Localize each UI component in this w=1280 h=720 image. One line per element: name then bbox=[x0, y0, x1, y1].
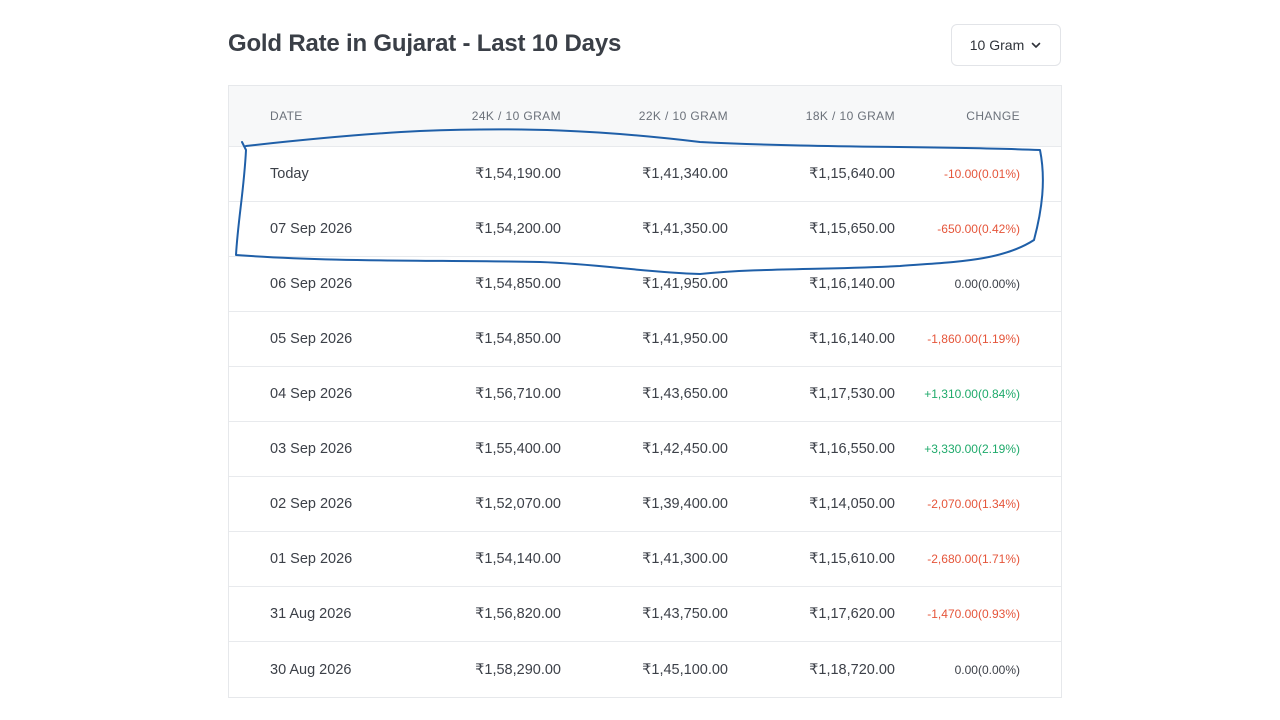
cell-22k: ₹1,41,950.00 bbox=[642, 276, 728, 292]
table-row: 07 Sep 2026 ₹1,54,200.00 ₹1,41,350.00 ₹1… bbox=[229, 202, 1061, 257]
cell-24k: ₹1,54,140.00 bbox=[475, 551, 561, 567]
cell-18k: ₹1,17,530.00 bbox=[809, 386, 895, 402]
cell-18k: ₹1,14,050.00 bbox=[809, 496, 895, 512]
cell-change: -10.00(0.01%) bbox=[943, 167, 1020, 181]
cell-24k: ₹1,54,200.00 bbox=[475, 221, 561, 237]
cell-date: 31 Aug 2026 bbox=[270, 606, 352, 622]
table-row: 06 Sep 2026 ₹1,54,850.00 ₹1,41,950.00 ₹1… bbox=[229, 257, 1061, 312]
cell-18k: ₹1,15,610.00 bbox=[809, 551, 895, 567]
cell-24k: ₹1,58,290.00 bbox=[475, 661, 561, 678]
cell-22k: ₹1,43,650.00 bbox=[642, 386, 728, 402]
cell-18k: ₹1,16,140.00 bbox=[809, 331, 895, 347]
table-row: 03 Sep 2026 ₹1,55,400.00 ₹1,42,450.00 ₹1… bbox=[229, 422, 1061, 477]
cell-24k: ₹1,56,710.00 bbox=[475, 386, 561, 402]
header-24k: 24K / 10 GRAM bbox=[471, 109, 561, 123]
cell-24k: ₹1,55,400.00 bbox=[475, 441, 561, 457]
table-row: 01 Sep 2026 ₹1,54,140.00 ₹1,41,300.00 ₹1… bbox=[229, 532, 1061, 587]
unit-select[interactable]: 10 Gram bbox=[951, 24, 1061, 66]
cell-date: 03 Sep 2026 bbox=[270, 441, 353, 457]
chevron-down-icon bbox=[1031, 42, 1041, 48]
header-18k: 18K / 10 GRAM bbox=[805, 109, 895, 123]
cell-change: -2,680.00(1.71%) bbox=[927, 552, 1020, 566]
cell-24k: ₹1,54,850.00 bbox=[475, 331, 561, 347]
cell-22k: ₹1,41,300.00 bbox=[642, 551, 728, 567]
cell-change: 0.00(0.00%) bbox=[954, 277, 1020, 291]
cell-date: 06 Sep 2026 bbox=[270, 276, 353, 292]
cell-22k: ₹1,41,340.00 bbox=[642, 166, 728, 182]
cell-change: -1,470.00(0.93%) bbox=[927, 607, 1020, 621]
cell-date: 04 Sep 2026 bbox=[270, 386, 353, 402]
header-22k: 22K / 10 GRAM bbox=[638, 109, 728, 123]
cell-22k: ₹1,42,450.00 bbox=[642, 441, 728, 457]
cell-date: 01 Sep 2026 bbox=[270, 551, 353, 567]
table-row: 31 Aug 2026 ₹1,56,820.00 ₹1,43,750.00 ₹1… bbox=[229, 587, 1061, 642]
cell-18k: ₹1,16,140.00 bbox=[809, 276, 895, 292]
cell-22k: ₹1,41,950.00 bbox=[642, 331, 728, 347]
cell-change: -1,860.00(1.19%) bbox=[927, 332, 1020, 346]
table-header: DATE 24K / 10 GRAM 22K / 10 GRAM 18K / 1… bbox=[229, 86, 1061, 147]
cell-22k: ₹1,43,750.00 bbox=[642, 606, 728, 622]
table-row: 05 Sep 2026 ₹1,54,850.00 ₹1,41,950.00 ₹1… bbox=[229, 312, 1061, 367]
cell-22k: ₹1,41,350.00 bbox=[642, 221, 728, 237]
cell-22k: ₹1,39,400.00 bbox=[642, 496, 728, 512]
cell-date: 07 Sep 2026 bbox=[270, 221, 353, 237]
cell-24k: ₹1,54,850.00 bbox=[475, 276, 561, 292]
cell-change: -650.00(0.42%) bbox=[937, 222, 1020, 236]
cell-18k: ₹1,17,620.00 bbox=[809, 606, 895, 622]
cell-date: 05 Sep 2026 bbox=[270, 331, 353, 347]
cell-18k: ₹1,18,720.00 bbox=[809, 661, 895, 678]
cell-date: 30 Aug 2026 bbox=[270, 661, 352, 678]
cell-24k: ₹1,56,820.00 bbox=[475, 606, 561, 622]
cell-change: 0.00(0.00%) bbox=[954, 662, 1020, 677]
header-change: CHANGE bbox=[966, 109, 1020, 123]
cell-18k: ₹1,15,640.00 bbox=[809, 166, 895, 182]
cell-22k: ₹1,45,100.00 bbox=[642, 661, 728, 678]
cell-18k: ₹1,15,650.00 bbox=[809, 221, 895, 237]
cell-change: -2,070.00(1.34%) bbox=[927, 497, 1020, 511]
table-row: 04 Sep 2026 ₹1,56,710.00 ₹1,43,650.00 ₹1… bbox=[229, 367, 1061, 422]
cell-date: 02 Sep 2026 bbox=[270, 496, 353, 512]
cell-date: Today bbox=[270, 166, 309, 182]
page-title: Gold Rate in Gujarat - Last 10 Days bbox=[228, 30, 622, 57]
table-row: 02 Sep 2026 ₹1,52,070.00 ₹1,39,400.00 ₹1… bbox=[229, 477, 1061, 532]
cell-24k: ₹1,52,070.00 bbox=[475, 496, 561, 512]
header-date: DATE bbox=[270, 109, 303, 123]
gold-rate-table: DATE 24K / 10 GRAM 22K / 10 GRAM 18K / 1… bbox=[228, 85, 1062, 698]
table-row: 30 Aug 2026 ₹1,58,290.00 ₹1,45,100.00 ₹1… bbox=[229, 642, 1061, 697]
cell-18k: ₹1,16,550.00 bbox=[809, 441, 895, 457]
unit-select-value: 10 Gram bbox=[969, 37, 1025, 53]
cell-24k: ₹1,54,190.00 bbox=[475, 166, 561, 182]
cell-change: +1,310.00(0.84%) bbox=[924, 387, 1020, 401]
cell-change: +3,330.00(2.19%) bbox=[924, 442, 1020, 456]
table-row: Today ₹1,54,190.00 ₹1,41,340.00 ₹1,15,64… bbox=[229, 147, 1061, 202]
